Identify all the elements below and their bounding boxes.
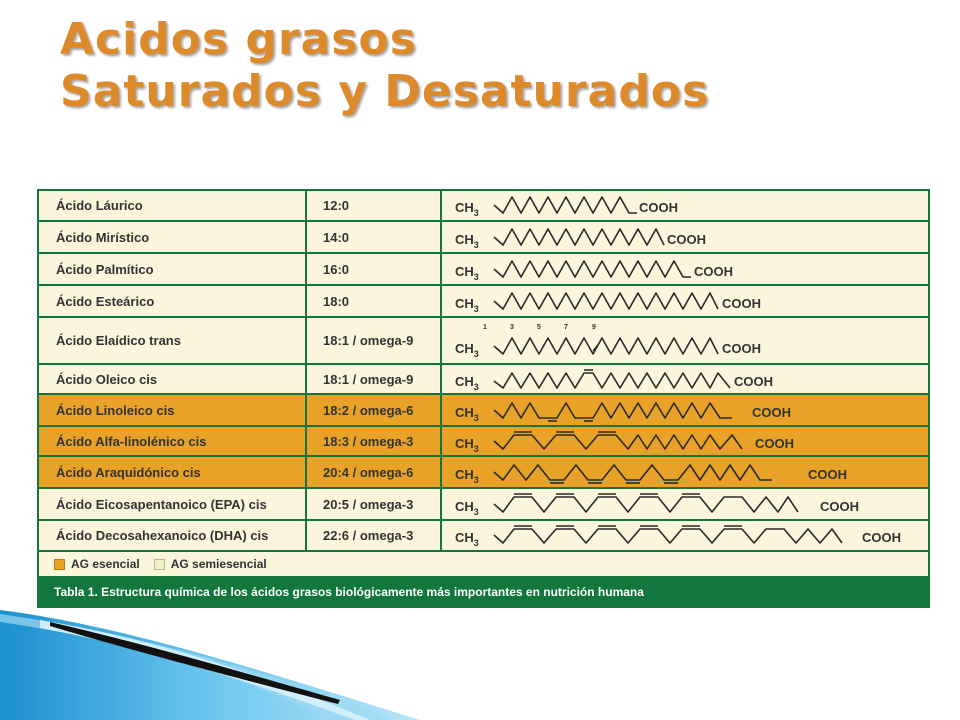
- carbon-marker: 5: [537, 324, 541, 331]
- acid-name: Ácido Eicosapentanoico (EPA) cis: [39, 489, 307, 519]
- structure-svg: CH3 COOH: [455, 431, 794, 454]
- ch3-text: CH3: [455, 341, 479, 359]
- table-legend: AG esencial AG semiesencial: [39, 550, 928, 576]
- acid-code: 22:6 / omega-3: [307, 521, 442, 550]
- ch3-text: CH3: [455, 374, 479, 392]
- acid-structure: 1 3 5 7 9 CH3 COOH: [442, 318, 928, 363]
- acid-code: 20:5 / omega-3: [307, 489, 442, 519]
- acid-name: Ácido Oleico cis: [39, 365, 307, 393]
- acid-name: Ácido Esteárico: [39, 286, 307, 316]
- acid-name: Ácido Elaídico trans: [39, 318, 307, 363]
- table-row: Ácido Láurico 12:0 CH3 COOH: [39, 189, 928, 220]
- acid-name: Ácido Alfa-linolénico cis: [39, 427, 307, 455]
- cooh-text: COOH: [639, 200, 678, 215]
- structure-svg: CH3 COOH: [455, 369, 773, 392]
- carbon-marker: 3: [510, 324, 514, 331]
- acid-structure: CH3 COOH: [442, 457, 928, 487]
- acid-structure: CH3 COOH: [442, 427, 928, 455]
- table-row: Ácido Oleico cis 18:1 / omega-9 CH3 COOH: [39, 363, 928, 393]
- ch3-text: CH3: [455, 467, 479, 485]
- ch3-text: CH3: [455, 264, 479, 282]
- table-row: Ácido Eicosapentanoico (EPA) cis 20:5 / …: [39, 487, 928, 519]
- cooh-text: COOH: [808, 467, 847, 482]
- cooh-text: COOH: [862, 530, 901, 545]
- cooh-text: COOH: [722, 296, 761, 311]
- slide-title: Acidos grasos Saturados y Desaturados: [60, 14, 709, 118]
- table-row: Ácido Araquidónico cis 20:4 / omega-6 CH…: [39, 455, 928, 487]
- essential-swatch: [54, 558, 65, 570]
- structure-svg: CH3 COOH: [455, 402, 791, 423]
- structure-svg: CH3 COOH: [455, 464, 847, 485]
- cooh-text: COOH: [755, 436, 794, 451]
- acid-code: 18:0: [307, 286, 442, 316]
- carbon-marker: 1: [483, 324, 487, 331]
- acid-code: 12:0: [307, 191, 442, 220]
- title-line-1: Acidos grasos: [60, 14, 417, 65]
- acid-code: 18:1 / omega-9: [307, 318, 442, 363]
- title-line-2: Saturados y Desaturados: [60, 66, 710, 117]
- acid-structure: CH3 COOH: [442, 365, 928, 393]
- cooh-text: COOH: [694, 264, 733, 279]
- carbon-marker: 7: [564, 324, 568, 331]
- table-row: Ácido Elaídico trans 18:1 / omega-9 1 3 …: [39, 316, 928, 363]
- ch3-text: CH3: [455, 232, 479, 250]
- legend-essential-label: AG esencial: [71, 557, 140, 571]
- table-row: Ácido Palmítico 16:0 CH3 COOH: [39, 252, 928, 284]
- acid-structure: CH3 COOH: [442, 286, 928, 316]
- structure-svg: CH3 COOH: [455, 196, 678, 218]
- carbon-marker: 9: [592, 324, 596, 331]
- cooh-text: COOH: [667, 232, 706, 247]
- structure-svg: CH3 COOH: [455, 260, 733, 282]
- acid-name: Ácido Palmítico: [39, 254, 307, 284]
- structure-svg: CH3 COOH: [455, 493, 859, 517]
- acid-code: 20:4 / omega-6: [307, 457, 442, 487]
- table-row: Ácido Esteárico 18:0 CH3 COOH: [39, 284, 928, 316]
- ch3-text: CH3: [455, 405, 479, 423]
- decorative-swoosh: [0, 610, 420, 720]
- cooh-text: COOH: [734, 374, 773, 389]
- ch3-text: CH3: [455, 436, 479, 454]
- acid-code: 18:3 / omega-3: [307, 427, 442, 455]
- acid-structure: CH3 COOH: [442, 395, 928, 425]
- acid-structure: CH3 COOH: [442, 222, 928, 252]
- acid-structure: CH3 COOH: [442, 489, 928, 519]
- acid-name: Ácido Mirístico: [39, 222, 307, 252]
- structure-svg: 1 3 5 7 9 CH3 COOH: [455, 324, 761, 359]
- acid-structure: CH3 COOH: [442, 254, 928, 284]
- acid-name: Ácido Araquidónico cis: [39, 457, 307, 487]
- table-caption: Tabla 1. Estructura química de los ácido…: [39, 578, 928, 606]
- acid-code: 18:1 / omega-9: [307, 365, 442, 393]
- acid-code: 14:0: [307, 222, 442, 252]
- acid-code: 16:0: [307, 254, 442, 284]
- ch3-text: CH3: [455, 499, 479, 517]
- cooh-text: COOH: [820, 499, 859, 514]
- cooh-text: COOH: [752, 405, 791, 420]
- acid-name: Ácido Linoleico cis: [39, 395, 307, 425]
- legend-semi-label: AG semiesencial: [170, 557, 267, 571]
- semiessential-swatch: [153, 558, 165, 570]
- acid-structure: CH3 COOH: [442, 191, 928, 220]
- table-row: Ácido Mirístico 14:0 CH3 COOH: [39, 220, 928, 252]
- cooh-text: COOH: [722, 341, 761, 356]
- fatty-acid-table: Ácido Láurico 12:0 CH3 COOH Ácido Miríst…: [37, 189, 930, 608]
- table-row: Ácido Linoleico cis 18:2 / omega-6 CH3 C…: [39, 393, 928, 425]
- ch3-text: CH3: [455, 296, 479, 314]
- table-row: Ácido Decosahexanoico (DHA) cis 22:6 / o…: [39, 519, 928, 550]
- acid-code: 18:2 / omega-6: [307, 395, 442, 425]
- ch3-text: CH3: [455, 200, 479, 218]
- acid-name: Ácido Láurico: [39, 191, 307, 220]
- structure-svg: CH3 COOH: [455, 525, 901, 548]
- structure-svg: CH3 COOH: [455, 292, 761, 314]
- table-row: Ácido Alfa-linolénico cis 18:3 / omega-3…: [39, 425, 928, 455]
- acid-name: Ácido Decosahexanoico (DHA) cis: [39, 521, 307, 550]
- structure-svg: CH3 COOH: [455, 228, 706, 250]
- acid-structure: CH3 COOH: [442, 521, 928, 550]
- ch3-text: CH3: [455, 530, 479, 548]
